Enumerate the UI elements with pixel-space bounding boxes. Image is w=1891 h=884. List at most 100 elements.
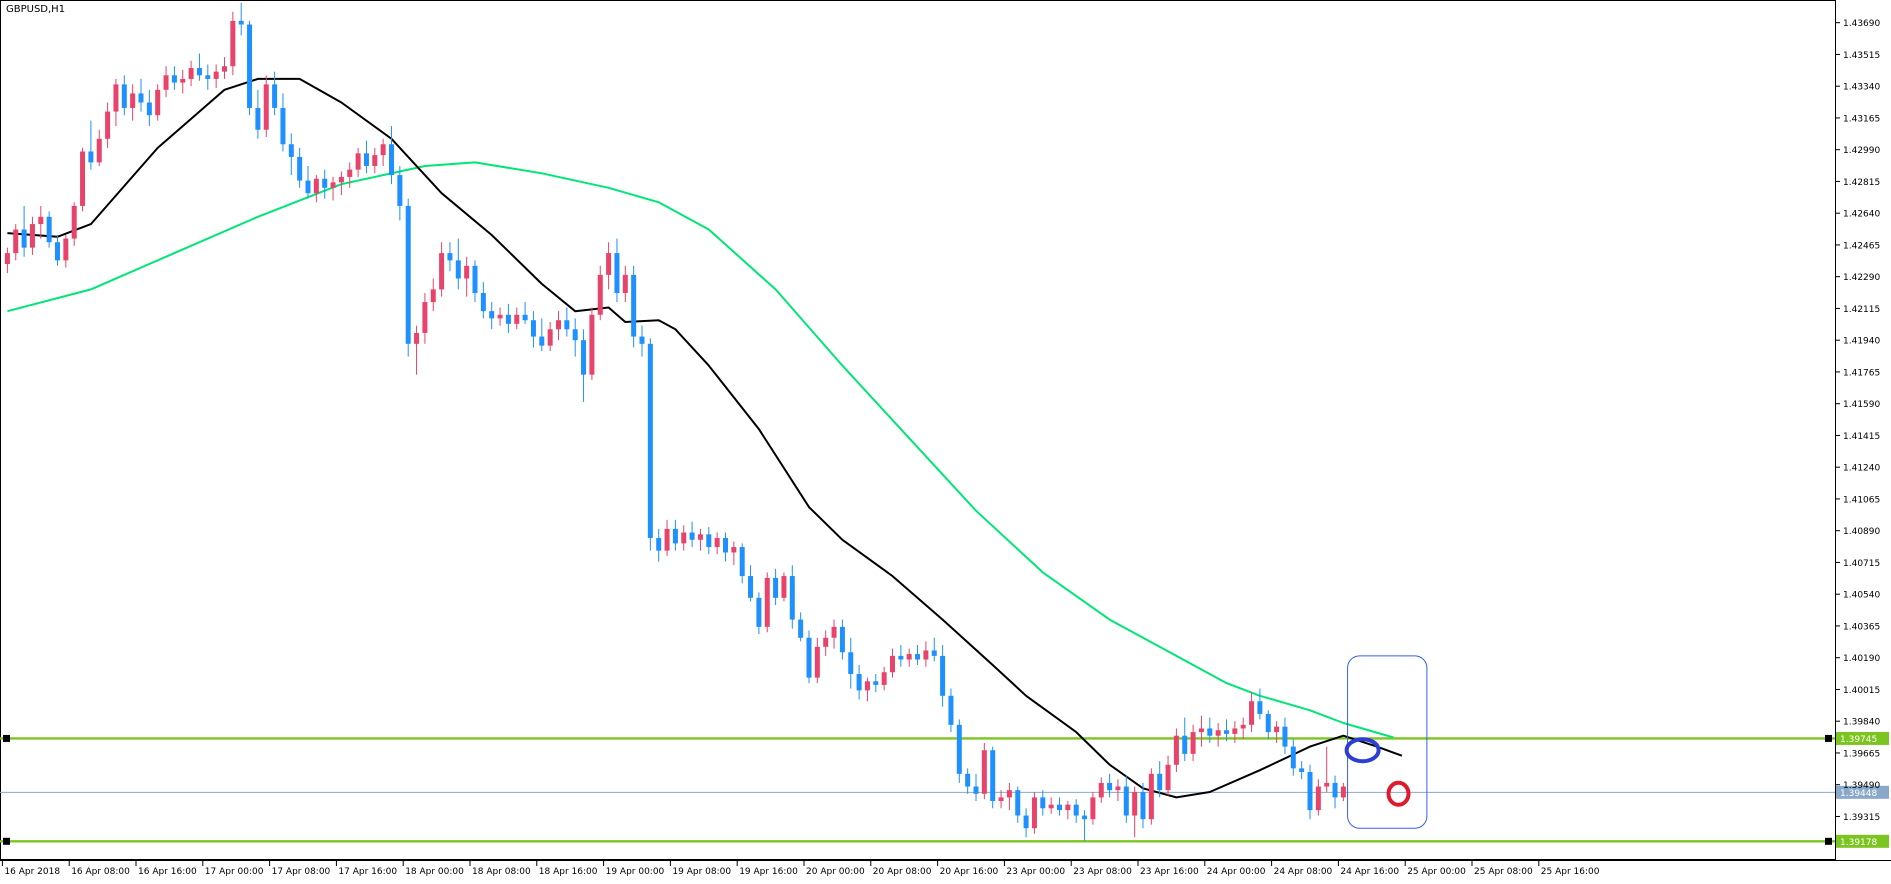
- candle: [1098, 777, 1104, 803]
- price-tick-label: 1.43515: [1843, 51, 1880, 61]
- candle-body: [798, 619, 804, 638]
- candle: [781, 572, 787, 602]
- candle-body: [1157, 773, 1163, 791]
- annotations[interactable]: [1344, 655, 1428, 829]
- candle-body: [472, 265, 478, 294]
- candle: [931, 637, 937, 662]
- candle-body: [1240, 724, 1246, 729]
- candle: [105, 102, 111, 148]
- candle-body: [539, 336, 545, 346]
- time-tick-label: 18 Apr 16:00: [539, 867, 598, 877]
- candle-body: [1140, 791, 1146, 820]
- candle: [171, 66, 177, 90]
- candle: [639, 325, 645, 357]
- candle-body: [1048, 804, 1054, 809]
- candle: [998, 790, 1004, 809]
- candle-body: [915, 654, 921, 660]
- candle-body: [614, 253, 620, 294]
- candle: [1198, 715, 1204, 747]
- candle-body: [121, 84, 127, 108]
- price-tick-label: 1.40190: [1843, 654, 1880, 664]
- candle: [948, 688, 954, 733]
- level-line-handle-left[interactable]: [3, 837, 10, 845]
- candle: [38, 205, 44, 239]
- candle-body: [890, 655, 895, 673]
- level-line-handle-left[interactable]: [3, 734, 10, 742]
- candle: [672, 519, 678, 551]
- candle: [63, 234, 69, 268]
- candle-body: [305, 180, 311, 194]
- level-line-handle-right[interactable]: [1825, 734, 1832, 742]
- candle: [581, 329, 587, 402]
- candle: [180, 69, 186, 94]
- candle: [1040, 790, 1046, 816]
- candle: [439, 242, 445, 297]
- candle-body: [873, 681, 879, 685]
- candle-body: [556, 320, 561, 330]
- candle: [731, 541, 737, 566]
- price-tick-label: 1.41065: [1843, 495, 1880, 505]
- candle: [389, 126, 394, 185]
- candle: [714, 532, 720, 555]
- candle-body: [272, 84, 278, 108]
- candle: [973, 773, 979, 802]
- candle-body: [1265, 713, 1271, 733]
- candle: [530, 311, 536, 348]
- candle: [848, 637, 854, 689]
- candle: [1140, 782, 1146, 829]
- candle-body: [1073, 804, 1079, 816]
- candle-body: [1198, 728, 1204, 733]
- candle-body: [497, 314, 503, 319]
- candle: [864, 677, 870, 702]
- candle-body: [1290, 746, 1296, 769]
- candle: [130, 84, 136, 121]
- candle-body: [71, 205, 77, 239]
- price-tick-label: 1.42115: [1843, 305, 1880, 315]
- candle: [1215, 723, 1221, 747]
- annotation-red-circle[interactable]: [1386, 780, 1411, 807]
- candle: [823, 630, 829, 656]
- annotation-blue-ellipse[interactable]: [1344, 737, 1381, 764]
- price-tick-label: 1.39315: [1843, 813, 1880, 823]
- candle: [21, 205, 27, 257]
- candle-body: [439, 253, 445, 290]
- candle-body: [1123, 786, 1129, 816]
- candle: [814, 637, 820, 684]
- candle-body: [581, 340, 587, 375]
- price-tag-label: 1.39178: [1840, 838, 1877, 848]
- level-line-handle-right[interactable]: [1825, 837, 1832, 845]
- candle: [196, 53, 202, 81]
- candles: [4, 2, 1346, 841]
- candle: [263, 75, 269, 137]
- candle: [1023, 808, 1029, 838]
- price-tag-label: 1.39448: [1840, 789, 1877, 799]
- candle: [839, 619, 845, 660]
- slow-ma-line: [7, 161, 1394, 739]
- candle-body: [1115, 786, 1121, 791]
- candle: [330, 176, 336, 201]
- candle: [188, 60, 194, 87]
- candle: [764, 572, 770, 633]
- candle-body: [63, 238, 69, 261]
- candle-body: [848, 652, 854, 675]
- time-tick-label: 23 Apr 00:00: [1006, 867, 1065, 877]
- candle-body: [681, 532, 687, 544]
- candle-body: [923, 650, 929, 660]
- candle-body: [1173, 735, 1179, 765]
- annotation-rectangle[interactable]: [1347, 655, 1428, 829]
- time-tick-label: 19 Apr 16:00: [739, 867, 798, 877]
- candle-body: [297, 156, 303, 181]
- candle: [121, 75, 127, 116]
- time-tick-label: 18 Apr 08:00: [472, 867, 531, 877]
- candle-body: [205, 75, 211, 79]
- candle-body: [46, 216, 52, 243]
- candle: [155, 84, 161, 121]
- candle: [1015, 786, 1021, 823]
- candle: [1082, 810, 1088, 841]
- candle: [247, 20, 253, 116]
- candle-body: [322, 178, 328, 188]
- time-tick-label: 18 Apr 00:00: [405, 867, 464, 877]
- time-tick-label: 20 Apr 16:00: [940, 867, 999, 877]
